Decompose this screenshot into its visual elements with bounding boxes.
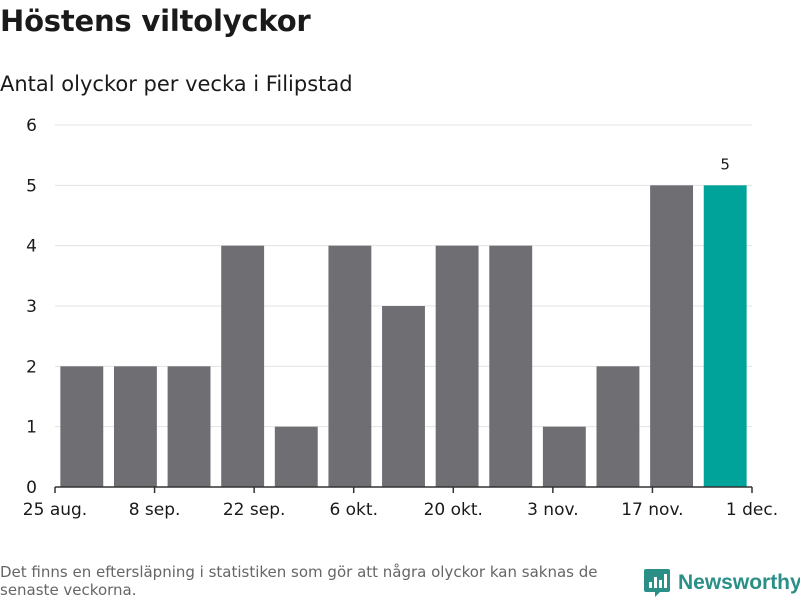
- x-tick-label: 8 sep.: [129, 500, 181, 520]
- newsworthy-logo-icon: [644, 569, 670, 597]
- x-tick-label: 20 okt.: [424, 500, 483, 520]
- bar: [435, 245, 479, 487]
- x-tick-label: 17 nov.: [621, 500, 683, 520]
- brand-name: Newsworthy: [678, 571, 800, 594]
- x-tick-label: 25 aug.: [23, 500, 87, 520]
- y-tick-label: 2: [26, 357, 37, 377]
- bar: [703, 185, 747, 488]
- bar: [60, 366, 104, 487]
- x-tick-label: 3 nov.: [527, 500, 579, 520]
- bar: [542, 426, 586, 487]
- data-label: 5: [720, 155, 730, 173]
- bar: [113, 366, 157, 487]
- x-tick-label: 6 okt.: [329, 500, 378, 520]
- x-tick-label: 22 sep.: [223, 500, 286, 520]
- y-tick-label: 4: [26, 237, 37, 257]
- y-tick-label: 3: [26, 297, 37, 317]
- bar: [650, 185, 694, 488]
- bar: [221, 245, 265, 487]
- bar: [489, 245, 533, 487]
- bar: [167, 366, 211, 487]
- y-tick-label: 0: [26, 478, 37, 498]
- chart-title: Höstens viltolyckor: [0, 4, 311, 38]
- bar: [328, 245, 372, 487]
- y-tick-label: 5: [26, 176, 37, 196]
- y-tick-label: 6: [26, 116, 37, 136]
- footnote: Det finns en eftersläpning i statistiken…: [0, 563, 598, 599]
- bar: [596, 366, 640, 487]
- chart-subtitle: Antal olyckor per vecka i Filipstad: [0, 72, 353, 96]
- bar: [274, 426, 318, 487]
- x-tick-label: 1 dec.: [726, 500, 778, 520]
- bar-chart: 0 1 2 3 4 5 6 5 25 aug. 8 sep. 22 sep. 6 okt. 20 okt…: [23, 116, 778, 520]
- bar: [382, 306, 425, 487]
- y-tick-label: 1: [26, 418, 37, 438]
- brand[interactable]: Newsworthy: [644, 566, 800, 600]
